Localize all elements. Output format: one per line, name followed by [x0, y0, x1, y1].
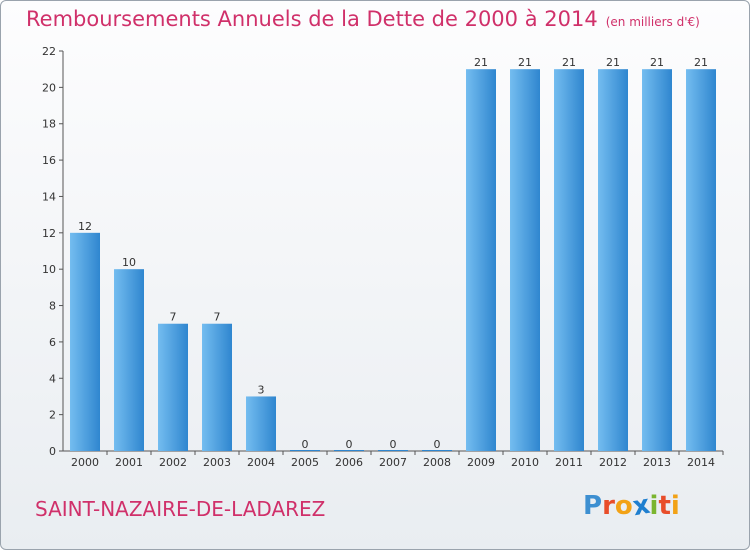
bar-2013 [642, 69, 672, 451]
y-tick-label: 2 [49, 409, 56, 422]
bar-2008 [422, 450, 452, 451]
x-tick-label: 2010 [511, 456, 539, 469]
value-label-2003: 7 [214, 311, 221, 324]
title-text: Remboursements Annuels de la Dette de 20… [26, 7, 598, 31]
x-tick-label: 2003 [203, 456, 231, 469]
value-label-2002: 7 [170, 311, 177, 324]
bar-2007 [378, 450, 408, 451]
y-tick-label: 16 [42, 154, 56, 167]
bar-2002 [158, 323, 188, 451]
unit-label: (en milliers d'€) [605, 15, 700, 29]
logo-letter: i [649, 491, 659, 521]
y-tick-label: 18 [42, 118, 56, 131]
logo-letter: i [670, 491, 680, 521]
bar-2006 [334, 450, 364, 451]
bar-2001 [114, 269, 144, 451]
bar-2005 [290, 450, 320, 451]
x-tick-label: 2001 [115, 456, 143, 469]
value-label-2000: 12 [78, 220, 92, 233]
bar-2012 [598, 69, 628, 451]
y-tick-label: 20 [42, 81, 56, 94]
y-tick-label: 10 [42, 263, 56, 276]
bar-2011 [554, 69, 584, 451]
chart-title: Remboursements Annuels de la Dette de 20… [26, 7, 700, 31]
y-tick-label: 4 [49, 372, 56, 385]
value-label-2014: 21 [694, 56, 708, 69]
x-tick-label: 2012 [599, 456, 627, 469]
x-tick-label: 2007 [379, 456, 407, 469]
value-label-2001: 10 [122, 256, 136, 269]
x-tick-label: 2014 [687, 456, 715, 469]
value-label-2012: 21 [606, 56, 620, 69]
bar-2000 [70, 232, 100, 451]
value-label-2004: 3 [258, 383, 265, 396]
logo-letter: o [614, 491, 633, 521]
value-label-2010: 21 [518, 56, 532, 69]
x-tick-label: 2013 [643, 456, 671, 469]
value-label-2013: 21 [650, 56, 664, 69]
y-tick-label: 0 [49, 445, 56, 458]
x-tick-label: 2005 [291, 456, 319, 469]
value-label-2011: 21 [562, 56, 576, 69]
x-tick-label: 2002 [159, 456, 187, 469]
bar-2014 [686, 69, 716, 451]
bar-2009 [466, 69, 496, 451]
value-label-2007: 0 [390, 438, 397, 451]
bar-2004 [246, 396, 276, 451]
y-tick-label: 8 [49, 300, 56, 313]
y-tick-label: 12 [42, 227, 56, 240]
value-label-2009: 21 [474, 56, 488, 69]
x-tick-label: 2009 [467, 456, 495, 469]
x-tick-label: 2000 [71, 456, 99, 469]
x-tick-label: 2006 [335, 456, 363, 469]
value-label-2005: 0 [302, 438, 309, 451]
logo-letter: P [583, 491, 603, 521]
value-label-2006: 0 [346, 438, 353, 451]
bar-2003 [202, 323, 232, 451]
y-tick-label: 22 [42, 45, 56, 58]
x-tick-label: 2008 [423, 456, 451, 469]
proxiti-logo: Proxiti [583, 490, 680, 522]
y-tick-label: 6 [49, 336, 56, 349]
y-tick-label: 14 [42, 190, 56, 203]
bar-2010 [510, 69, 540, 451]
logo-letter: t [658, 491, 671, 521]
commune-name: SAINT-NAZAIRE-DE-LADAREZ [35, 497, 326, 521]
x-tick-label: 2011 [555, 456, 583, 469]
value-label-2008: 0 [434, 438, 441, 451]
logo-letter: r [602, 491, 615, 521]
x-tick-label: 2004 [247, 456, 275, 469]
